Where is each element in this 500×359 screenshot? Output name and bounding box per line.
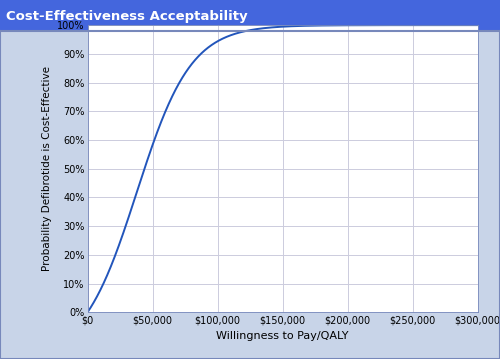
Text: Cost-Effectiveness Acceptability: Cost-Effectiveness Acceptability: [6, 10, 248, 23]
X-axis label: Willingness to Pay/QALY: Willingness to Pay/QALY: [216, 331, 349, 341]
Y-axis label: Probability Defibrotide is Cost-Effective: Probability Defibrotide is Cost-Effectiv…: [42, 66, 51, 271]
